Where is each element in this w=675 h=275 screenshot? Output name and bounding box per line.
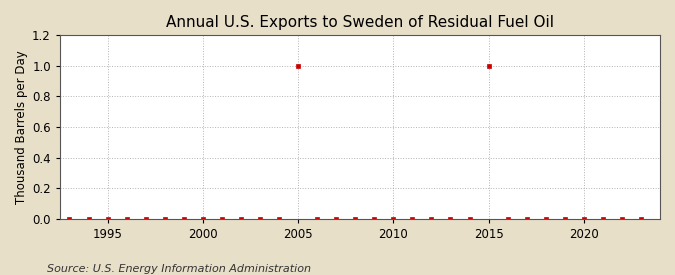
Y-axis label: Thousand Barrels per Day: Thousand Barrels per Day [15, 50, 28, 204]
Title: Annual U.S. Exports to Sweden of Residual Fuel Oil: Annual U.S. Exports to Sweden of Residua… [166, 15, 554, 30]
Text: Source: U.S. Energy Information Administration: Source: U.S. Energy Information Administ… [47, 264, 311, 274]
